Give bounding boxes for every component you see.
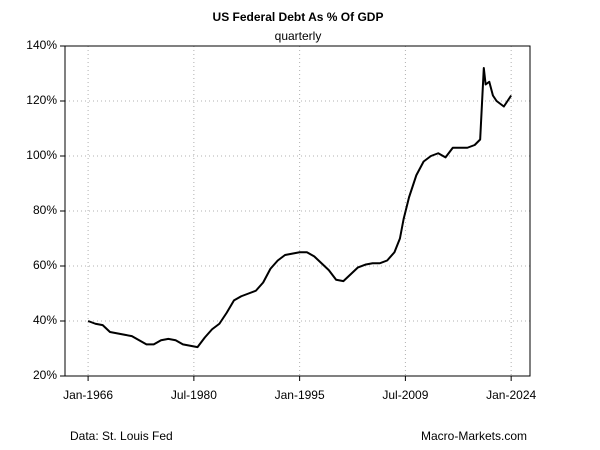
x-tick-label: Jan-1966 [63,388,113,402]
y-tick-label: 120% [26,93,57,107]
y-tick-label: 20% [33,368,57,382]
x-tick-label: Jul-1980 [171,388,217,402]
y-tick-label: 140% [26,38,57,52]
plot-frame [64,45,531,377]
y-tick-label: 100% [26,148,57,162]
x-tick-label: Jan-1995 [275,388,325,402]
x-tick-label: Jan-2024 [486,388,536,402]
chart-title: US Federal Debt As % Of GDP [213,10,384,24]
source-note: Data: St. Louis Fed [70,429,173,443]
data-line [87,67,512,349]
y-tick-label: 60% [33,258,57,272]
y-tick-label: 40% [33,313,57,327]
chart-subtitle: quarterly [275,29,322,43]
y-tick-label: 80% [33,203,57,217]
x-tick-label: Jul-2009 [382,388,428,402]
credit-note: Macro-Markets.com [421,429,527,443]
